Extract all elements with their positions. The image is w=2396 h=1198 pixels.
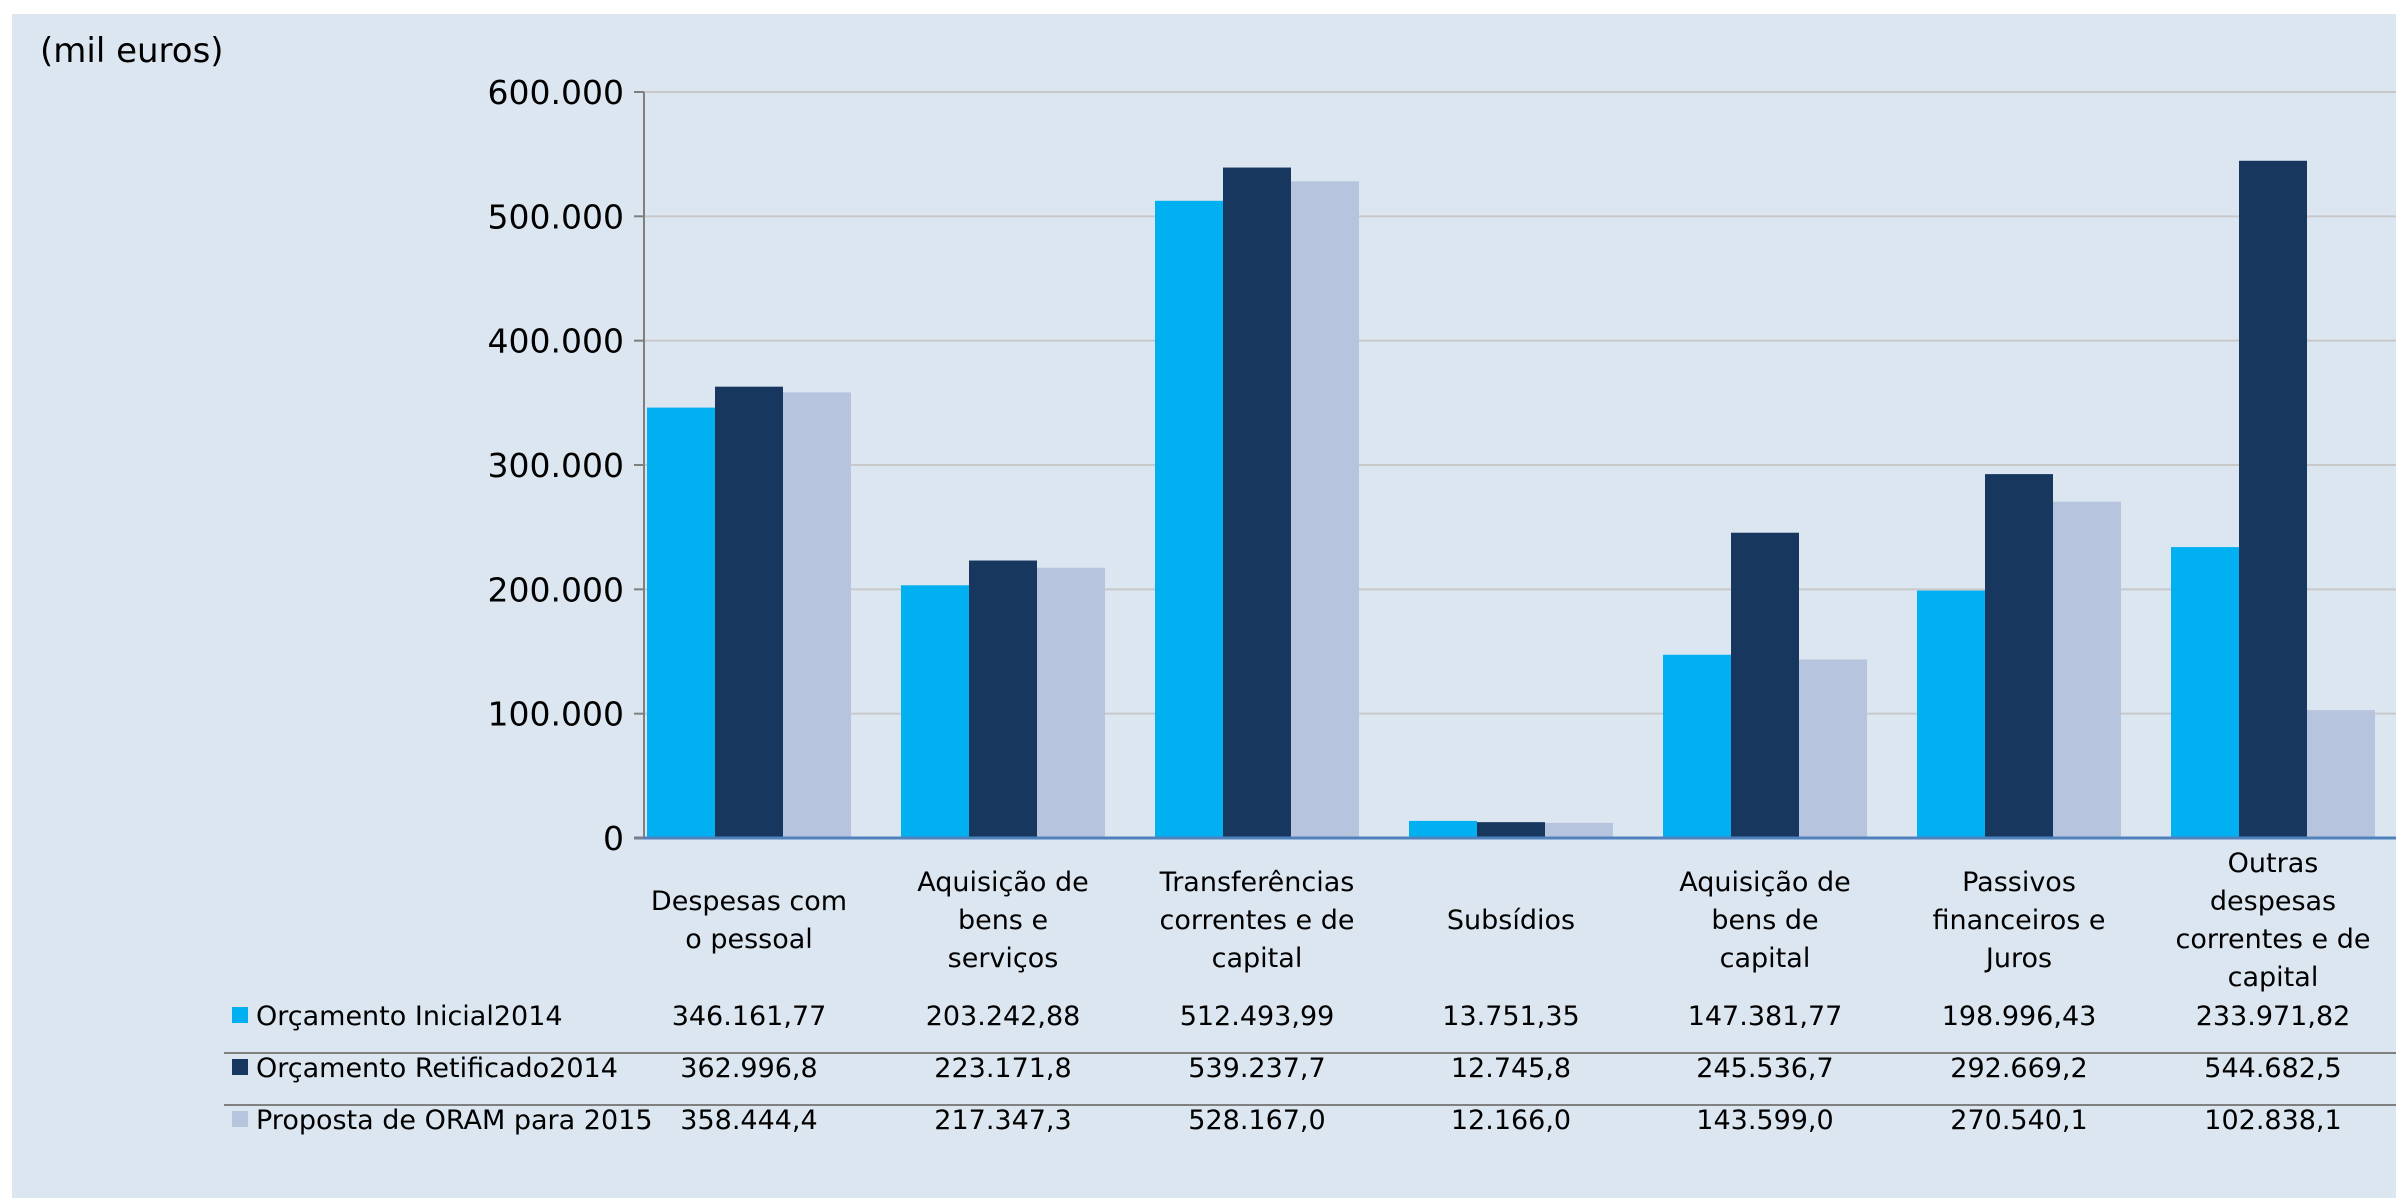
- y-tick-label: 100.000: [488, 695, 624, 734]
- y-tick-label: 300.000: [488, 446, 624, 485]
- bar: [2053, 501, 2121, 838]
- data-table-cell: 12.745,8: [1451, 1053, 1571, 1084]
- data-table-cell: 12.166,0: [1451, 1105, 1571, 1136]
- data-table-cell: 245.536,7: [1696, 1053, 1833, 1084]
- data-table: Orçamento Inicial2014 346.161,77 203.242,8…: [224, 1001, 2396, 1136]
- y-tick-label: 500.000: [488, 197, 624, 236]
- category-label: Outras despesas correntes e de capital: [2175, 848, 2370, 993]
- y-tick-label: 0: [603, 819, 624, 858]
- bar: [1799, 659, 1867, 838]
- unit-label: (mil euros): [40, 31, 224, 71]
- bar: [1155, 200, 1223, 838]
- category-label: Aquisição de bens e serviços: [917, 867, 1089, 974]
- axes: [634, 91, 2396, 840]
- bar: [783, 392, 851, 838]
- bar: [2171, 547, 2239, 838]
- data-table-cell: 528.167,0: [1188, 1105, 1325, 1136]
- data-table-cell: 223.171,8: [934, 1053, 1071, 1084]
- bar-chart: (mil euros) 0 100.000 200.000 300.000 400.00…: [40, 31, 2396, 1136]
- legend-swatch: [232, 1007, 248, 1023]
- legend-label: Orçamento Retificado2014: [256, 1053, 618, 1084]
- bar: [2307, 710, 2375, 838]
- category-label: Subsídios: [1447, 905, 1575, 936]
- data-table-cell: 198.996,43: [1942, 1001, 2097, 1032]
- bar: [1409, 820, 1477, 838]
- bars: [647, 160, 2375, 839]
- data-table-cell: 292.669,2: [1950, 1053, 2087, 1084]
- category-label: Aquisição de bens de capital: [1679, 867, 1851, 974]
- category-label: Despesas com o pessoal: [651, 886, 847, 955]
- data-table-cell: 233.971,82: [2196, 1001, 2351, 1032]
- data-table-cell: 143.599,0: [1696, 1105, 1833, 1136]
- bar: [969, 560, 1037, 838]
- bar: [715, 386, 783, 838]
- bar: [1917, 590, 1985, 838]
- chart-panel: (mil euros) 0 100.000 200.000 300.000 400.00…: [12, 14, 2396, 1198]
- data-table-cell: 147.381,77: [1688, 1001, 1843, 1032]
- legend-swatch: [232, 1111, 248, 1127]
- data-table-cell: 102.838,1: [2204, 1105, 2341, 1136]
- data-table-cell: 13.751,35: [1442, 1001, 1579, 1032]
- bar: [1985, 474, 2053, 838]
- bar: [2239, 160, 2307, 839]
- bar: [1663, 654, 1731, 838]
- legend-swatch: [232, 1059, 248, 1075]
- bar: [1037, 567, 1105, 838]
- bar: [901, 585, 969, 838]
- category-label: Passivos financeiros e Juros: [1932, 867, 2105, 974]
- data-table-cell: 362.996,8: [680, 1053, 817, 1084]
- data-table-cell: 203.242,88: [926, 1001, 1081, 1032]
- data-table-cell: 539.237,7: [1188, 1053, 1325, 1084]
- bar: [1477, 822, 1545, 838]
- data-table-cell: 512.493,99: [1180, 1001, 1335, 1032]
- y-tick-label: 400.000: [488, 322, 624, 361]
- bar: [647, 407, 715, 838]
- data-table-cell: 358.444,4: [680, 1105, 817, 1136]
- y-tick-label: 200.000: [488, 570, 624, 609]
- data-table-cell: 217.347,3: [934, 1105, 1071, 1136]
- bar: [1223, 167, 1291, 838]
- category-label: Transferências correntes e de capital: [1159, 867, 1355, 974]
- bar: [1291, 181, 1359, 838]
- legend-label: Proposta de ORAM para 2015: [256, 1105, 653, 1136]
- y-tick-label: 600.000: [488, 73, 624, 112]
- y-tick-labels: 0 100.000 200.000 300.000 400.000 500.000 600.…: [488, 73, 624, 858]
- bar: [1731, 532, 1799, 838]
- data-table-cell: 346.161,77: [672, 1001, 827, 1032]
- bar: [1545, 822, 1613, 838]
- data-table-cell: 270.540,1: [1950, 1105, 2087, 1136]
- data-table-cell: 544.682,5: [2204, 1053, 2341, 1084]
- legend-label: Orçamento Inicial2014: [256, 1001, 563, 1032]
